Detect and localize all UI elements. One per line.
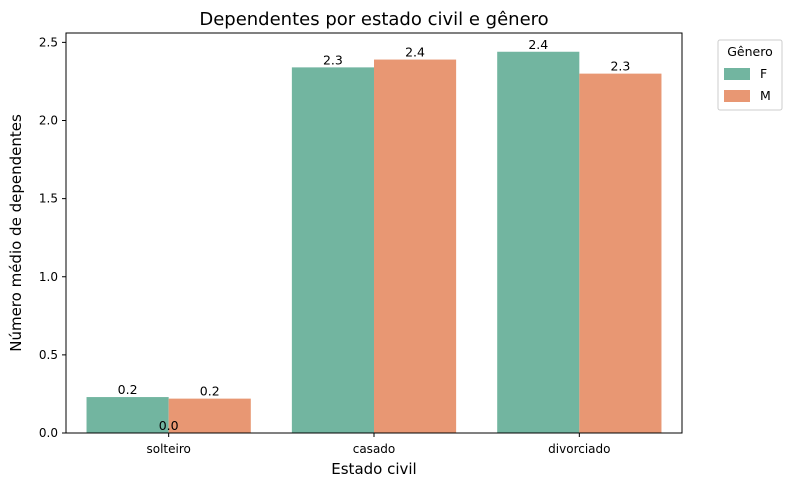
x-tick-label-casado: casado [353, 442, 396, 456]
plot-area: 0.2 0.2 solteiro 2.3 2.4 casado 2.4 2.3 divorcia… [39, 32, 683, 456]
legend-title: Gênero [727, 44, 773, 59]
legend-label-F: F [760, 66, 767, 81]
y-tick-label: 0.5 [39, 348, 58, 362]
legend-label-M: M [760, 88, 771, 103]
y-tick-label: 1.0 [39, 270, 58, 284]
chart-title: Dependentes por estado civil e gênero [199, 9, 548, 30]
data-label-solteiro-F: 0.2 [118, 382, 138, 397]
data-label-divorciado-F: 2.4 [528, 37, 548, 52]
legend: Gênero FM [717, 39, 783, 111]
y-tick-label: 2.0 [39, 114, 58, 128]
bar-solteiro-M [168, 398, 251, 433]
x-tick-label-solteiro: solteiro [146, 442, 190, 456]
x-axis-title: Estado civil [331, 460, 416, 478]
data-label-casado-F: 2.3 [323, 52, 343, 67]
x-tick-label-divorciado: divorciado [548, 442, 610, 456]
bar-casado-M [374, 59, 457, 433]
legend-swatch-M [724, 90, 750, 102]
zero-data-label-solteiro: 0.0 [159, 418, 179, 433]
data-label-divorciado-M: 2.3 [610, 59, 630, 74]
y-tick-label: 0.0 [39, 426, 58, 440]
bar-casado-F [291, 67, 374, 433]
y-tick-label: 1.5 [39, 192, 58, 206]
y-axis-title: Número médio de dependentes [7, 114, 25, 352]
legend-swatch-F [724, 68, 750, 80]
data-label-solteiro-M: 0.2 [200, 384, 220, 399]
bar-divorciado-M [579, 73, 662, 433]
legend-items: FM [724, 66, 771, 103]
y-tick-label: 2.5 [39, 35, 58, 49]
bar-solteiro-F [86, 397, 169, 433]
data-label-casado-M: 2.4 [405, 45, 425, 60]
plot-frame [65, 32, 683, 434]
bar-divorciado-F [497, 51, 580, 433]
